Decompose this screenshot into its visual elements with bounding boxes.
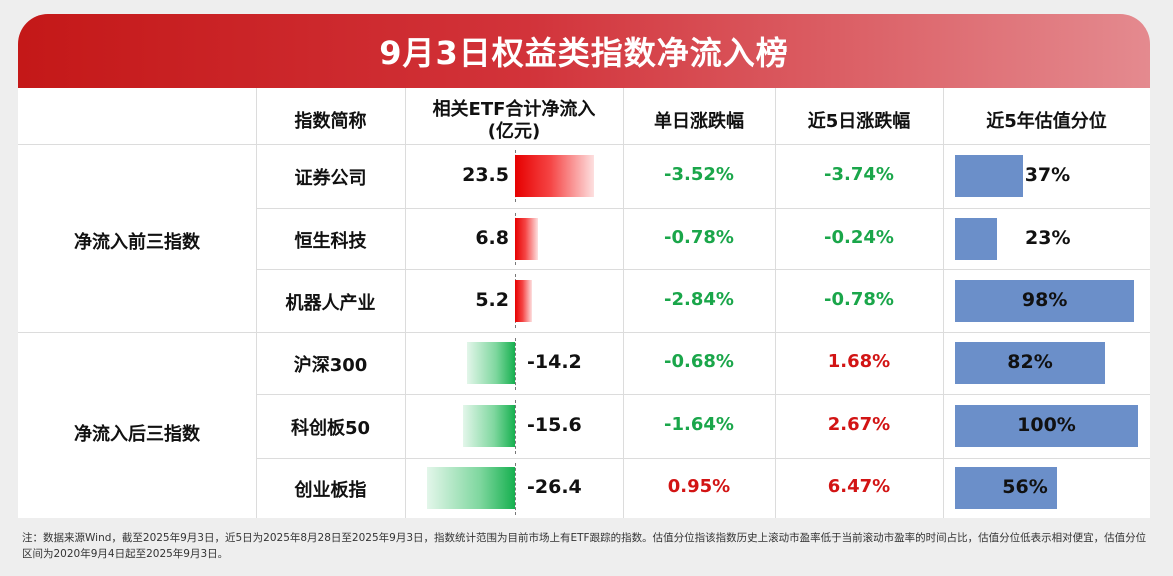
- daily-change: -0.78%: [664, 226, 734, 248]
- five-day-change: -0.78%: [824, 288, 894, 310]
- footnote: 注：数据来源Wind，截至2025年9月3日，近5日为2025年8月28日至20…: [22, 532, 1147, 560]
- valuation-bar: [955, 467, 1058, 509]
- index-name: 科创板50: [290, 418, 371, 439]
- daily-change: 0.95%: [667, 476, 731, 497]
- flow-value: -15.6: [527, 414, 582, 436]
- header-name: 指数简称: [294, 111, 367, 132]
- flow-value: 5.2: [475, 288, 509, 311]
- page-title: 9月3日权益类指数净流入榜: [379, 34, 789, 72]
- flow-value: 23.5: [462, 164, 509, 186]
- daily-change: -3.52%: [664, 164, 734, 185]
- divider: [18, 332, 1150, 333]
- five-day-change: 6.47%: [827, 476, 891, 497]
- index-name: 机器人产业: [285, 292, 376, 314]
- divider: [405, 88, 406, 518]
- index-name: 恒生科技: [294, 230, 367, 252]
- five-day-change: -3.74%: [824, 164, 894, 185]
- flow-value: -26.4: [527, 476, 582, 498]
- divider: [775, 88, 776, 518]
- divider: [256, 88, 257, 518]
- zero-axis: [515, 463, 516, 515]
- divider: [256, 269, 1150, 270]
- flow-bar: [467, 342, 515, 384]
- header-five-day: 近5日涨跌幅: [807, 111, 911, 132]
- flow-bar: [515, 217, 538, 260]
- zero-axis: [515, 338, 516, 390]
- valuation-value: 100%: [1017, 414, 1076, 436]
- flow-bar: [515, 279, 533, 322]
- valuation-value: 23%: [1025, 226, 1071, 249]
- daily-change: -0.68%: [664, 351, 734, 372]
- five-day-change: 2.67%: [827, 414, 891, 435]
- flow-bar: [462, 405, 515, 447]
- header-valuation: 近5年估值分位: [986, 111, 1107, 132]
- five-day-change: 1.68%: [827, 351, 891, 372]
- title-banner: 9月3日权益类指数净流入榜: [18, 14, 1150, 88]
- valuation-bar: [955, 217, 998, 260]
- valuation-bar: [955, 342, 1106, 384]
- flow-bar: [426, 467, 515, 509]
- flow-value: 6.8: [475, 226, 509, 249]
- divider: [256, 458, 1150, 459]
- valuation-bar: [955, 155, 1023, 197]
- valuation-value: 56%: [1002, 476, 1048, 498]
- group-label-top: 净流入前三指数: [74, 232, 200, 253]
- daily-change: -2.84%: [664, 288, 734, 310]
- valuation-value: 82%: [1007, 351, 1053, 373]
- flow-bar: [515, 155, 594, 197]
- divider: [256, 208, 1150, 209]
- header-flow: 相关ETF合计净流入 (亿元): [405, 99, 623, 143]
- divider: [943, 88, 944, 518]
- flow-value: -14.2: [527, 351, 582, 373]
- zero-axis: [515, 400, 516, 454]
- index-name: 沪深300: [293, 355, 368, 376]
- five-day-change: -0.24%: [824, 226, 894, 248]
- valuation-bar: [955, 405, 1138, 447]
- divider: [18, 144, 1150, 145]
- index-name: 创业板指: [294, 480, 367, 501]
- header-flow-line1: 相关ETF合计净流入: [432, 99, 596, 120]
- valuation-bar: [955, 279, 1135, 322]
- divider: [623, 88, 624, 518]
- daily-change: -1.64%: [664, 414, 734, 435]
- header-flow-line2: (亿元): [487, 121, 541, 142]
- valuation-value: 37%: [1024, 164, 1071, 186]
- valuation-value: 98%: [1021, 288, 1068, 311]
- divider: [256, 394, 1150, 395]
- group-label-bottom: 净流入后三指数: [74, 424, 200, 445]
- index-name: 证券公司: [294, 168, 367, 189]
- data-table: 指数简称 相关ETF合计净流入 (亿元) 单日涨跌幅 近5日涨跌幅 近5年估值分…: [18, 88, 1150, 518]
- header-daily: 单日涨跌幅: [654, 111, 744, 132]
